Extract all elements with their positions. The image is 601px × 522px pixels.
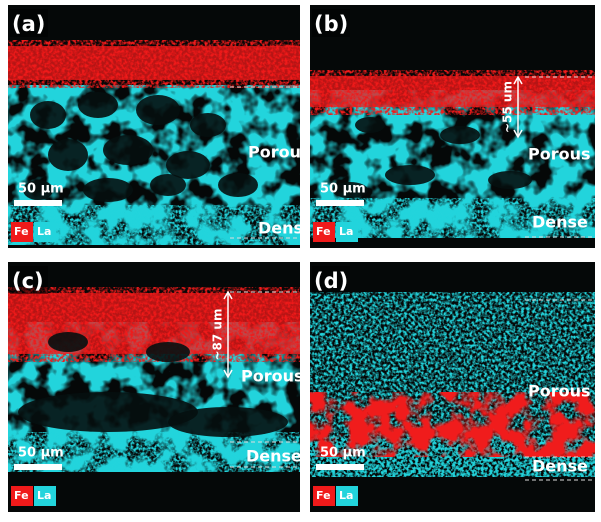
la-legend-box: [336, 486, 358, 506]
pore: [18, 392, 198, 432]
la-legend: La: [37, 225, 51, 238]
pore: [150, 174, 186, 196]
la-legend: La: [339, 489, 353, 502]
label-bg: [312, 266, 350, 294]
fe-region: [310, 392, 595, 457]
la-legend: La: [37, 489, 51, 502]
pore: [355, 117, 385, 133]
pore: [78, 92, 118, 118]
pore: [168, 407, 288, 437]
porous-label: Porous: [241, 367, 304, 386]
pore: [218, 173, 258, 197]
panel: (a) Porous Dense 50 μm Fe La: [8, 5, 314, 248]
fe-core: [8, 46, 300, 80]
fe-legend-box: [313, 222, 335, 242]
arrow-head: [513, 75, 523, 139]
pore: [23, 180, 53, 200]
porous-label: Porous: [528, 145, 591, 164]
dense-label: Dense: [258, 219, 314, 238]
pore: [83, 178, 133, 202]
panel-label: (a): [12, 12, 45, 36]
panel-label: (d): [314, 269, 348, 293]
scale-bar: [316, 200, 364, 206]
porous-label: Porous: [248, 143, 311, 162]
scale-bar-label: 50 μm: [18, 182, 64, 197]
scale-bar-label: 50 μm: [320, 446, 366, 461]
label-bg: [10, 9, 48, 37]
pore: [136, 95, 180, 125]
la-legend-box: [34, 222, 56, 242]
pore: [190, 113, 226, 137]
pore: [385, 165, 435, 185]
dense-label: Dense: [246, 447, 302, 466]
pore: [146, 342, 190, 362]
pore: [488, 171, 532, 189]
fe-core: [310, 76, 595, 107]
fe-legend: Fe: [316, 225, 331, 238]
la-legend-box: [34, 486, 56, 506]
panel: (d) Porous Dense 50 μm Fe La: [310, 262, 595, 512]
pore: [332, 182, 368, 198]
pore: [48, 139, 88, 171]
fe-legend: Fe: [316, 489, 331, 502]
pore: [166, 151, 210, 179]
panel-label: (c): [12, 269, 44, 293]
fe-legend-box: [11, 222, 33, 242]
la-legend: La: [339, 225, 353, 238]
la-legend-box: [336, 222, 358, 242]
scale-bar-label: 50 μm: [18, 446, 64, 461]
dense-label: Dense: [532, 457, 588, 476]
panel-label: (b): [314, 12, 348, 36]
panel: (c) Porous Dense 50 μm Fe La ~87 um: [8, 262, 304, 512]
scale-bar: [14, 200, 62, 206]
pore: [440, 126, 480, 144]
pore: [48, 332, 88, 352]
arrow-head: [223, 290, 233, 379]
scale-bar: [14, 464, 62, 470]
dense-label: Dense: [532, 213, 588, 232]
label-bg: [312, 9, 350, 37]
porous-label: Porous: [528, 382, 591, 401]
fe-legend: Fe: [14, 225, 29, 238]
fe-legend: Fe: [14, 489, 29, 502]
thickness-label: ~87 um: [211, 309, 225, 361]
scale-bar-label: 50 μm: [320, 182, 366, 197]
label-bg: [10, 266, 48, 294]
pore: [30, 101, 66, 129]
fe-legend-box: [313, 486, 335, 506]
scale-bar: [316, 464, 364, 470]
fe-legend-box: [11, 486, 33, 506]
panel: (b) Porous Dense 50 μm Fe La ~55 um: [310, 5, 595, 248]
pore: [103, 135, 153, 165]
thickness-label: ~55 um: [501, 81, 515, 133]
